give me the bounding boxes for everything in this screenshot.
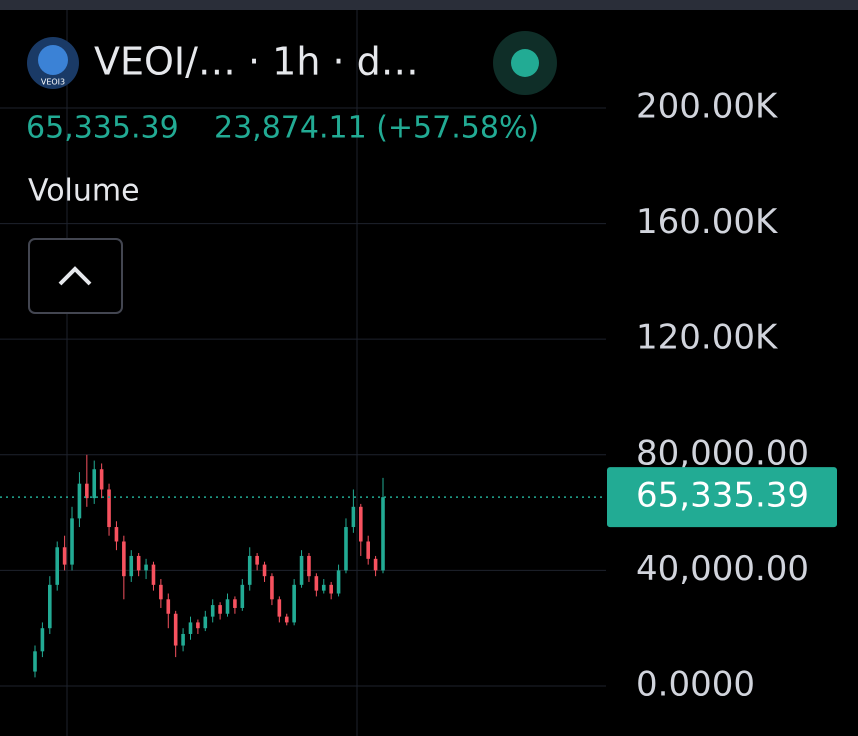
candle-body (122, 541, 126, 577)
candle-body (351, 506, 356, 528)
candle-body (85, 483, 89, 499)
candle-body (218, 605, 222, 614)
candle-body (247, 555, 252, 585)
candle-body (159, 584, 163, 600)
candle-body (277, 599, 282, 617)
candle-body (210, 605, 215, 617)
candle-body (144, 564, 148, 571)
y-tick-label: 40,000.00 (636, 549, 809, 589)
price-label: 65,335.39 (636, 476, 809, 516)
candle-body (284, 616, 289, 623)
candle-body (151, 564, 156, 585)
candle-body (114, 527, 119, 542)
candle-body (270, 576, 274, 600)
candle-body (299, 555, 304, 585)
candle-body (336, 570, 341, 594)
candle-body (92, 469, 97, 499)
y-tick-label: 200.00K (636, 86, 779, 126)
candle-body (62, 547, 67, 565)
candle-body (307, 555, 311, 577)
candle-body (329, 584, 333, 594)
candle-body (225, 599, 230, 614)
candle-body (77, 483, 82, 519)
candle-body (188, 622, 193, 634)
candle-body (314, 576, 319, 591)
candle-body (181, 633, 185, 646)
logo-text: VEOI3 (41, 78, 65, 87)
candle-body (166, 599, 171, 614)
logo-inner (38, 45, 68, 75)
candle-body (99, 469, 104, 490)
candle-body (55, 547, 60, 585)
candle-body (381, 497, 385, 571)
candle-body (203, 616, 208, 629)
candle-body (262, 564, 267, 577)
candle-body (70, 518, 74, 565)
candle-body (373, 558, 378, 571)
price-label-box (607, 467, 837, 528)
chevron-icon (58, 266, 92, 286)
candle-body (240, 584, 245, 608)
y-tick-label: 80,000.00 (636, 433, 809, 473)
status-dot (511, 49, 539, 77)
candle-body (173, 613, 178, 646)
candle-body (255, 555, 259, 565)
candle-body (129, 555, 134, 577)
candle-body (107, 489, 111, 528)
volume-label: Volume (28, 174, 140, 209)
candle-body (321, 584, 326, 591)
symbol-title[interactable]: VEOI/… · 1h · d… (94, 40, 419, 84)
top-bar (0, 0, 858, 10)
candle-body (40, 628, 45, 652)
price-change: 23,874.11 (+57.58%) (214, 111, 539, 146)
candle-body (292, 584, 296, 623)
last-price: 65,335.39 (26, 111, 179, 146)
candle-body (136, 555, 141, 571)
y-tick-label: 0.0000 (636, 665, 755, 705)
candle-body (33, 651, 37, 672)
candle-body (48, 584, 52, 629)
candle-body (358, 506, 363, 542)
candle-body (344, 527, 348, 571)
collapse-button[interactable] (28, 238, 123, 314)
candle-body (233, 599, 237, 608)
y-tick-label: 120.00K (636, 318, 779, 358)
candle-body (196, 622, 200, 629)
y-tick-label: 160.00K (636, 202, 779, 242)
candle-body (366, 541, 370, 559)
